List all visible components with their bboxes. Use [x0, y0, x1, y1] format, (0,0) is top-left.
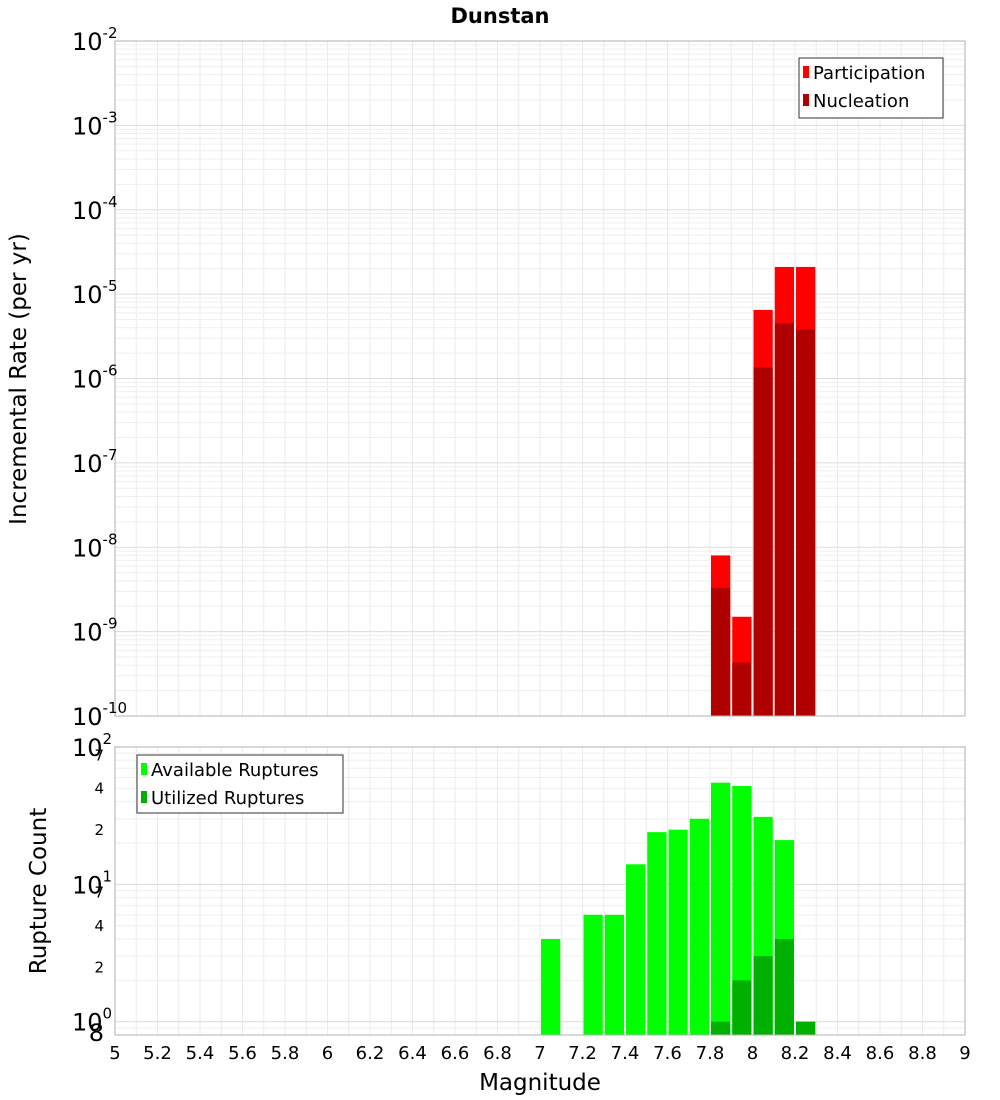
bar-available-ruptures — [604, 914, 624, 1035]
bottom-y-axis-label: Rupture Count — [26, 808, 52, 974]
y-minor-tick-label: 2 — [94, 958, 104, 976]
top-y-axis-label: Incremental Rate (per yr) — [6, 233, 32, 525]
legend-label: Participation — [813, 63, 925, 84]
x-tick-label: 7.8 — [696, 1043, 725, 1064]
legend-label: Nucleation — [813, 91, 909, 112]
bar-available-ruptures — [668, 829, 688, 1035]
bar-nucleation — [711, 587, 731, 716]
legend-swatch — [141, 763, 147, 775]
x-tick-label: 7.4 — [611, 1043, 640, 1064]
y-tick-label: 10-8 — [72, 530, 118, 562]
bar-nucleation — [753, 367, 773, 716]
y-minor-tick-label: 7 — [94, 746, 104, 764]
x-tick-label: 7.6 — [653, 1043, 682, 1064]
y-tick-label: 10-6 — [72, 362, 118, 394]
x-tick-label: 5.8 — [271, 1043, 300, 1064]
x-tick-label: 5.4 — [186, 1043, 215, 1064]
x-tick-label: 9 — [959, 1043, 970, 1064]
bottom-plot: 100 101 102 8 2 4 7 2 4 7 5 5.2 5.4 5.6 5.8 6 6.2 6.4 6.6 6… — [72, 730, 971, 1064]
bar-available-ruptures — [711, 782, 731, 1035]
bar-utilized-ruptures — [796, 1021, 816, 1035]
x-tick-label: 6.6 — [441, 1043, 470, 1064]
x-tick-label: 5.2 — [143, 1043, 172, 1064]
bar-nucleation — [732, 662, 752, 716]
y-minor-tick-label: 7 — [94, 884, 104, 902]
x-tick-label: 7 — [534, 1043, 545, 1064]
x-tick-label: 7.2 — [568, 1043, 597, 1064]
bar-available-ruptures — [647, 832, 667, 1035]
bar-available-ruptures — [732, 786, 752, 1035]
legend — [136, 754, 344, 814]
y-tick-label: 100 — [72, 1005, 112, 1037]
x-tick-label: 8 — [747, 1043, 758, 1064]
bar-utilized-ruptures — [774, 939, 794, 1035]
bar-nucleation — [796, 329, 816, 716]
x-tick-label: 6 — [322, 1043, 333, 1064]
bar-available-ruptures — [689, 818, 709, 1035]
x-tick-label: 6.2 — [356, 1043, 385, 1064]
x-tick-label: 8.2 — [781, 1043, 810, 1064]
legend-swatch — [141, 791, 147, 803]
legend-swatch — [803, 66, 809, 78]
bar-available-ruptures — [541, 939, 561, 1035]
x-tick-label: 6.8 — [483, 1043, 512, 1064]
x-tick-label: 8.6 — [866, 1043, 895, 1064]
legend — [798, 57, 944, 119]
y-minor-tick-label: 2 — [94, 821, 104, 839]
legend-label: Available Ruptures — [151, 760, 319, 781]
x-tick-label: 5.6 — [228, 1043, 257, 1064]
x-tick-label: 8.8 — [908, 1043, 937, 1064]
legend-swatch — [803, 94, 809, 106]
y-minor-tick-label: 4 — [94, 780, 104, 798]
x-axis-label: Magnitude — [479, 1070, 601, 1096]
y-tick-label: 10-4 — [72, 193, 118, 225]
x-tick-label: 5 — [109, 1043, 120, 1064]
x-tick-label: 6.4 — [398, 1043, 427, 1064]
y-tick-label: 10-10 — [72, 699, 127, 731]
chart-title: Dunstan — [451, 4, 550, 28]
y-tick-label: 102 — [72, 730, 112, 762]
legend-label: Utilized Ruptures — [151, 788, 304, 809]
y-minor-tick-label: 4 — [94, 917, 104, 935]
bar-utilized-ruptures — [732, 980, 752, 1035]
bar-available-ruptures — [626, 864, 646, 1035]
bar-utilized-ruptures — [753, 956, 773, 1035]
bar-available-ruptures — [583, 914, 603, 1035]
y-tick-label: 10-2 — [72, 24, 118, 56]
bar-utilized-ruptures — [711, 1021, 731, 1035]
top-plot: 10-10 10-9 10-8 10-7 10-6 10-5 10-4 10-3 10-2 Par… — [72, 24, 966, 731]
bar-nucleation — [774, 323, 794, 716]
y-minor-tick-label: 8 — [89, 1019, 104, 1047]
y-tick-label: 101 — [72, 867, 112, 899]
y-tick-label: 10-7 — [72, 446, 118, 478]
y-tick-label: 10-3 — [72, 108, 118, 140]
x-tick-label: 8.4 — [823, 1043, 852, 1064]
y-tick-label: 10-5 — [72, 277, 118, 309]
y-tick-label: 10-9 — [72, 615, 118, 647]
